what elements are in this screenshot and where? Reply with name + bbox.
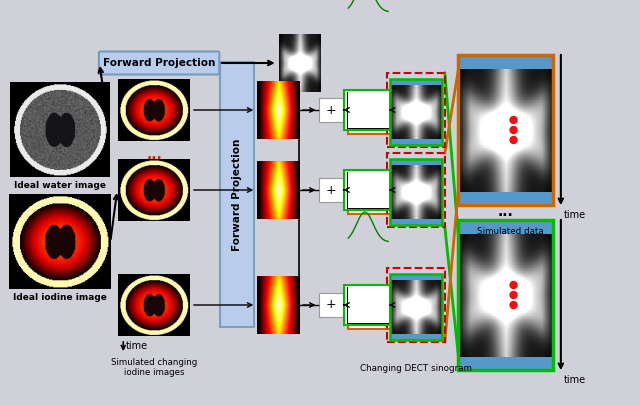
Bar bbox=[387, 153, 445, 227]
Circle shape bbox=[510, 136, 517, 143]
Text: Ideal iodine image: Ideal iodine image bbox=[13, 292, 106, 301]
Text: time: time bbox=[564, 375, 586, 385]
Text: +: + bbox=[326, 298, 337, 311]
Circle shape bbox=[510, 292, 517, 298]
Bar bbox=[458, 356, 553, 370]
Circle shape bbox=[510, 281, 517, 288]
Text: Simulated data: Simulated data bbox=[477, 227, 544, 236]
Bar bbox=[390, 334, 442, 340]
Bar bbox=[344, 285, 390, 325]
Text: Forward Projection: Forward Projection bbox=[103, 58, 215, 68]
Bar bbox=[220, 62, 253, 327]
Bar bbox=[390, 274, 442, 280]
Circle shape bbox=[510, 301, 517, 309]
Bar bbox=[319, 98, 343, 122]
Bar bbox=[390, 274, 442, 340]
Bar bbox=[390, 159, 442, 165]
Text: Forward Projection: Forward Projection bbox=[232, 139, 242, 251]
Circle shape bbox=[510, 117, 517, 124]
Bar bbox=[344, 90, 390, 130]
Bar bbox=[387, 268, 445, 342]
Bar bbox=[348, 289, 394, 329]
Text: +: + bbox=[326, 104, 337, 117]
Bar bbox=[319, 178, 343, 202]
Bar bbox=[348, 94, 394, 134]
Bar bbox=[390, 219, 442, 225]
Bar bbox=[387, 73, 445, 147]
Bar bbox=[390, 79, 442, 145]
Bar bbox=[458, 55, 553, 205]
Bar bbox=[390, 139, 442, 145]
Bar bbox=[319, 293, 343, 317]
Bar bbox=[458, 220, 553, 370]
Text: ...: ... bbox=[146, 148, 162, 162]
Text: +: + bbox=[326, 183, 337, 196]
Bar bbox=[390, 159, 442, 225]
Bar bbox=[348, 174, 394, 214]
Bar bbox=[458, 55, 553, 68]
Circle shape bbox=[510, 126, 517, 134]
FancyBboxPatch shape bbox=[99, 51, 220, 75]
Text: time: time bbox=[126, 341, 148, 351]
Text: time: time bbox=[564, 210, 586, 220]
Bar bbox=[344, 170, 390, 210]
Bar bbox=[458, 192, 553, 205]
Text: Ideal water image: Ideal water image bbox=[13, 181, 106, 190]
Bar bbox=[458, 220, 553, 234]
Bar bbox=[390, 79, 442, 85]
Text: ...: ... bbox=[498, 205, 513, 220]
Text: Simulated changing
iodine images: Simulated changing iodine images bbox=[111, 358, 197, 377]
Text: Changing DECT sinogram: Changing DECT sinogram bbox=[360, 364, 472, 373]
Bar bbox=[10, 83, 109, 177]
